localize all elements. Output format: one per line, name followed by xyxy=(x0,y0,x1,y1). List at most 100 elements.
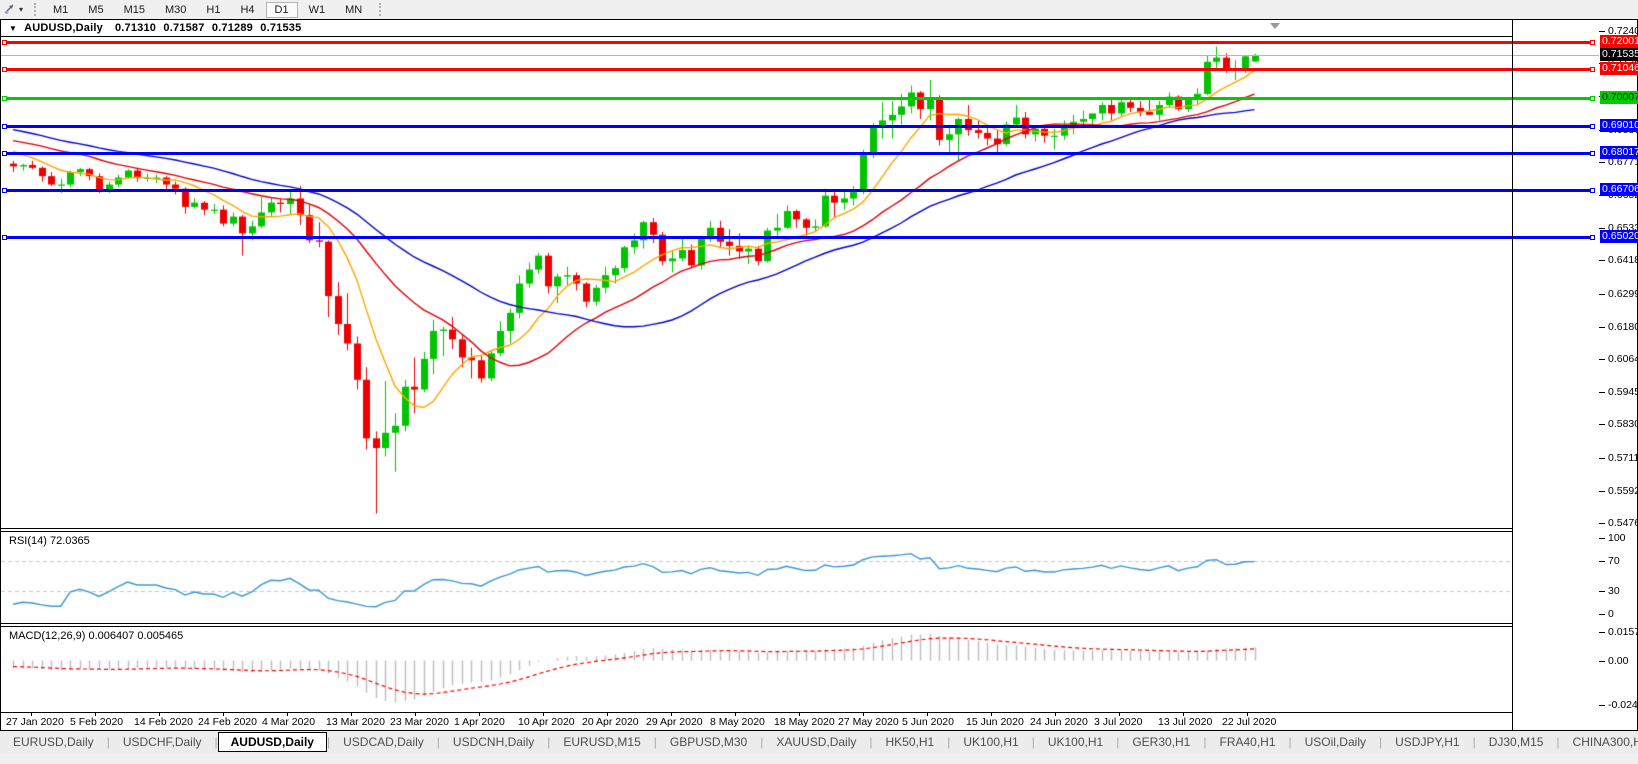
date-tick-mark xyxy=(927,713,928,716)
chevron-down-icon[interactable]: ▾ xyxy=(19,5,24,14)
date-tick-label: 13 Mar 2020 xyxy=(326,716,385,728)
macd-tick-mark xyxy=(1599,660,1605,662)
level-price-badge: 0.65020 xyxy=(1600,229,1638,243)
macd-tick-label: 0.015741 xyxy=(1608,626,1638,638)
level-price-badge: 0.68017 xyxy=(1600,146,1638,160)
chart-tab-uk100-h1[interactable]: UK100,H1 xyxy=(963,735,1019,749)
chart-tab-china300-h4[interactable]: CHINA300,H4 xyxy=(1572,735,1638,749)
timeframe-button-m30[interactable]: M30 xyxy=(164,3,187,16)
price-axis[interactable]: 0.724050.712500.700600.688700.677150.665… xyxy=(1512,20,1638,730)
tab-separator: | xyxy=(326,735,331,749)
date-tick-mark xyxy=(1119,713,1120,716)
macd-indicator-label: MACD(12,26,9) 0.006407 0.005465 xyxy=(9,630,184,642)
price-tick-mark xyxy=(1599,228,1605,230)
date-tick-label: 3 Jul 2020 xyxy=(1094,716,1143,728)
panel-separator[interactable] xyxy=(1,528,1512,532)
price-tick-mark xyxy=(1599,293,1605,295)
chart-tab-ger30-h1[interactable]: GER30,H1 xyxy=(1132,735,1191,749)
macd-tick-mark xyxy=(1599,705,1605,706)
chart-shift-marker[interactable] xyxy=(1270,23,1280,29)
date-axis[interactable]: 27 Jan 2020 5 Feb 2020 14 Feb 2020 24 Feb 2… xyxy=(1,712,1512,730)
chart-tab-xauusd-daily[interactable]: XAUUSD,Daily xyxy=(776,735,857,749)
price-tick-label: 0.59455 xyxy=(1608,386,1638,399)
date-tick-label: 13 Jul 2020 xyxy=(1158,716,1213,728)
rsi-tick-label: 0 xyxy=(1608,608,1614,620)
tab-separator: | xyxy=(1031,735,1035,749)
ohlc-readout: 0.71310 0.71587 0.71289 0.71535 xyxy=(115,22,305,34)
chart-title-bar: ▼ AUDUSD,Daily 0.71310 0.71587 0.71289 0… xyxy=(1,20,1512,37)
date-tick-mark xyxy=(31,713,32,716)
rsi-indicator-label: RSI(14) 72.0365 xyxy=(9,535,90,547)
timeframe-button-h4[interactable]: H4 xyxy=(240,3,255,16)
timeframe-button-mn[interactable]: MN xyxy=(345,3,363,16)
toolbar-grip xyxy=(379,3,382,16)
date-tick-label: 15 Jun 2020 xyxy=(966,716,1024,728)
chart-tab-gbpusd-m30[interactable]: GBPUSD,M30 xyxy=(669,735,748,749)
date-tick-label: 1 Apr 2020 xyxy=(454,716,505,728)
date-tick-mark xyxy=(799,713,800,716)
level-price-badge: 0.71046 xyxy=(1600,61,1638,75)
date-tick-label: 24 Jun 2020 xyxy=(1030,716,1088,728)
tab-separator: | xyxy=(1378,735,1383,749)
rsi-chart-canvas[interactable] xyxy=(1,532,1512,623)
date-tick-mark xyxy=(159,713,160,716)
date-tick-label: 22 Jul 2020 xyxy=(1222,716,1277,728)
level-price-badge: 0.69010 xyxy=(1600,118,1638,132)
macd-tick-mark xyxy=(1599,632,1605,633)
timeframe-button-m15[interactable]: M15 xyxy=(123,3,145,16)
chart-tab-uk100-h1[interactable]: UK100,H1 xyxy=(1047,735,1104,749)
price-tick-label: 0.60645 xyxy=(1608,353,1638,365)
chart-tab-usdcad-daily[interactable]: USDCAD,Daily xyxy=(343,735,424,749)
date-tick-mark xyxy=(415,713,416,716)
timeframe-button-m1[interactable]: M1 xyxy=(53,3,69,16)
chart-tab-hk50-h1[interactable]: HK50,H1 xyxy=(885,735,935,749)
cursor-tool-button[interactable]: ▾ xyxy=(0,2,27,18)
date-tick-label: 29 Apr 2020 xyxy=(646,716,703,728)
date-tick-mark xyxy=(863,713,864,716)
timeframe-button-m5[interactable]: M5 xyxy=(88,3,104,16)
chart-tab-eurusd-m15[interactable]: EURUSD,M15 xyxy=(563,735,641,749)
chart-tab-fra40-h1[interactable]: FRA40,H1 xyxy=(1219,735,1276,749)
date-tick-mark xyxy=(287,713,288,716)
rsi-tick-label: 30 xyxy=(1608,585,1620,598)
macd-chart-canvas[interactable] xyxy=(1,627,1512,712)
panel-separator[interactable] xyxy=(1,623,1512,627)
tab-separator: | xyxy=(653,735,657,749)
rsi-tick-label: 70 xyxy=(1608,554,1620,567)
tab-separator: | xyxy=(106,735,110,749)
tab-separator: | xyxy=(1556,735,1560,749)
date-tick-label: 8 May 2020 xyxy=(710,716,765,728)
toolbar-grip xyxy=(34,3,37,16)
price-tick-label: 0.54765 xyxy=(1608,517,1638,529)
chart-tab-usdcnh-daily[interactable]: USDCNH,Daily xyxy=(452,735,535,749)
date-tick-label: 27 Jan 2020 xyxy=(6,716,64,728)
timeframe-button-h1[interactable]: H1 xyxy=(206,3,221,16)
chart-dropdown-icon[interactable]: ▼ xyxy=(9,23,18,33)
price-tick-mark xyxy=(1599,523,1605,524)
date-tick-mark xyxy=(607,713,608,716)
tab-separator: | xyxy=(436,735,440,749)
chart-tab-usdchf-daily[interactable]: USDCHF,Daily xyxy=(122,735,202,749)
tab-separator: | xyxy=(1472,735,1476,749)
chart-tab-audusd-daily[interactable]: AUDUSD,Daily xyxy=(217,732,327,752)
timeframe-button-w1[interactable]: W1 xyxy=(308,3,326,16)
price-tick-mark xyxy=(1599,392,1605,394)
chart-tab-dj30-m15[interactable]: DJ30,M15 xyxy=(1488,735,1544,749)
rsi-tick-label: 100 xyxy=(1608,532,1626,544)
chart-tab-usoil-daily[interactable]: USOil,Daily xyxy=(1304,735,1366,749)
price-tick-mark xyxy=(1599,457,1605,459)
cursor-tool-icon xyxy=(3,2,16,18)
date-tick-mark xyxy=(543,713,544,716)
timeframe-button-d1[interactable]: D1 xyxy=(265,1,298,18)
date-tick-label: 18 May 2020 xyxy=(774,716,835,728)
rsi-tick-mark xyxy=(1599,614,1605,615)
price-chart-canvas[interactable] xyxy=(1,20,1512,528)
chart-tab-usdjpy-h1[interactable]: USDJPY,H1 xyxy=(1395,735,1460,749)
chart-tab-eurusd-daily[interactable]: EURUSD,Daily xyxy=(13,735,94,749)
rsi-tick-mark xyxy=(1599,560,1605,562)
